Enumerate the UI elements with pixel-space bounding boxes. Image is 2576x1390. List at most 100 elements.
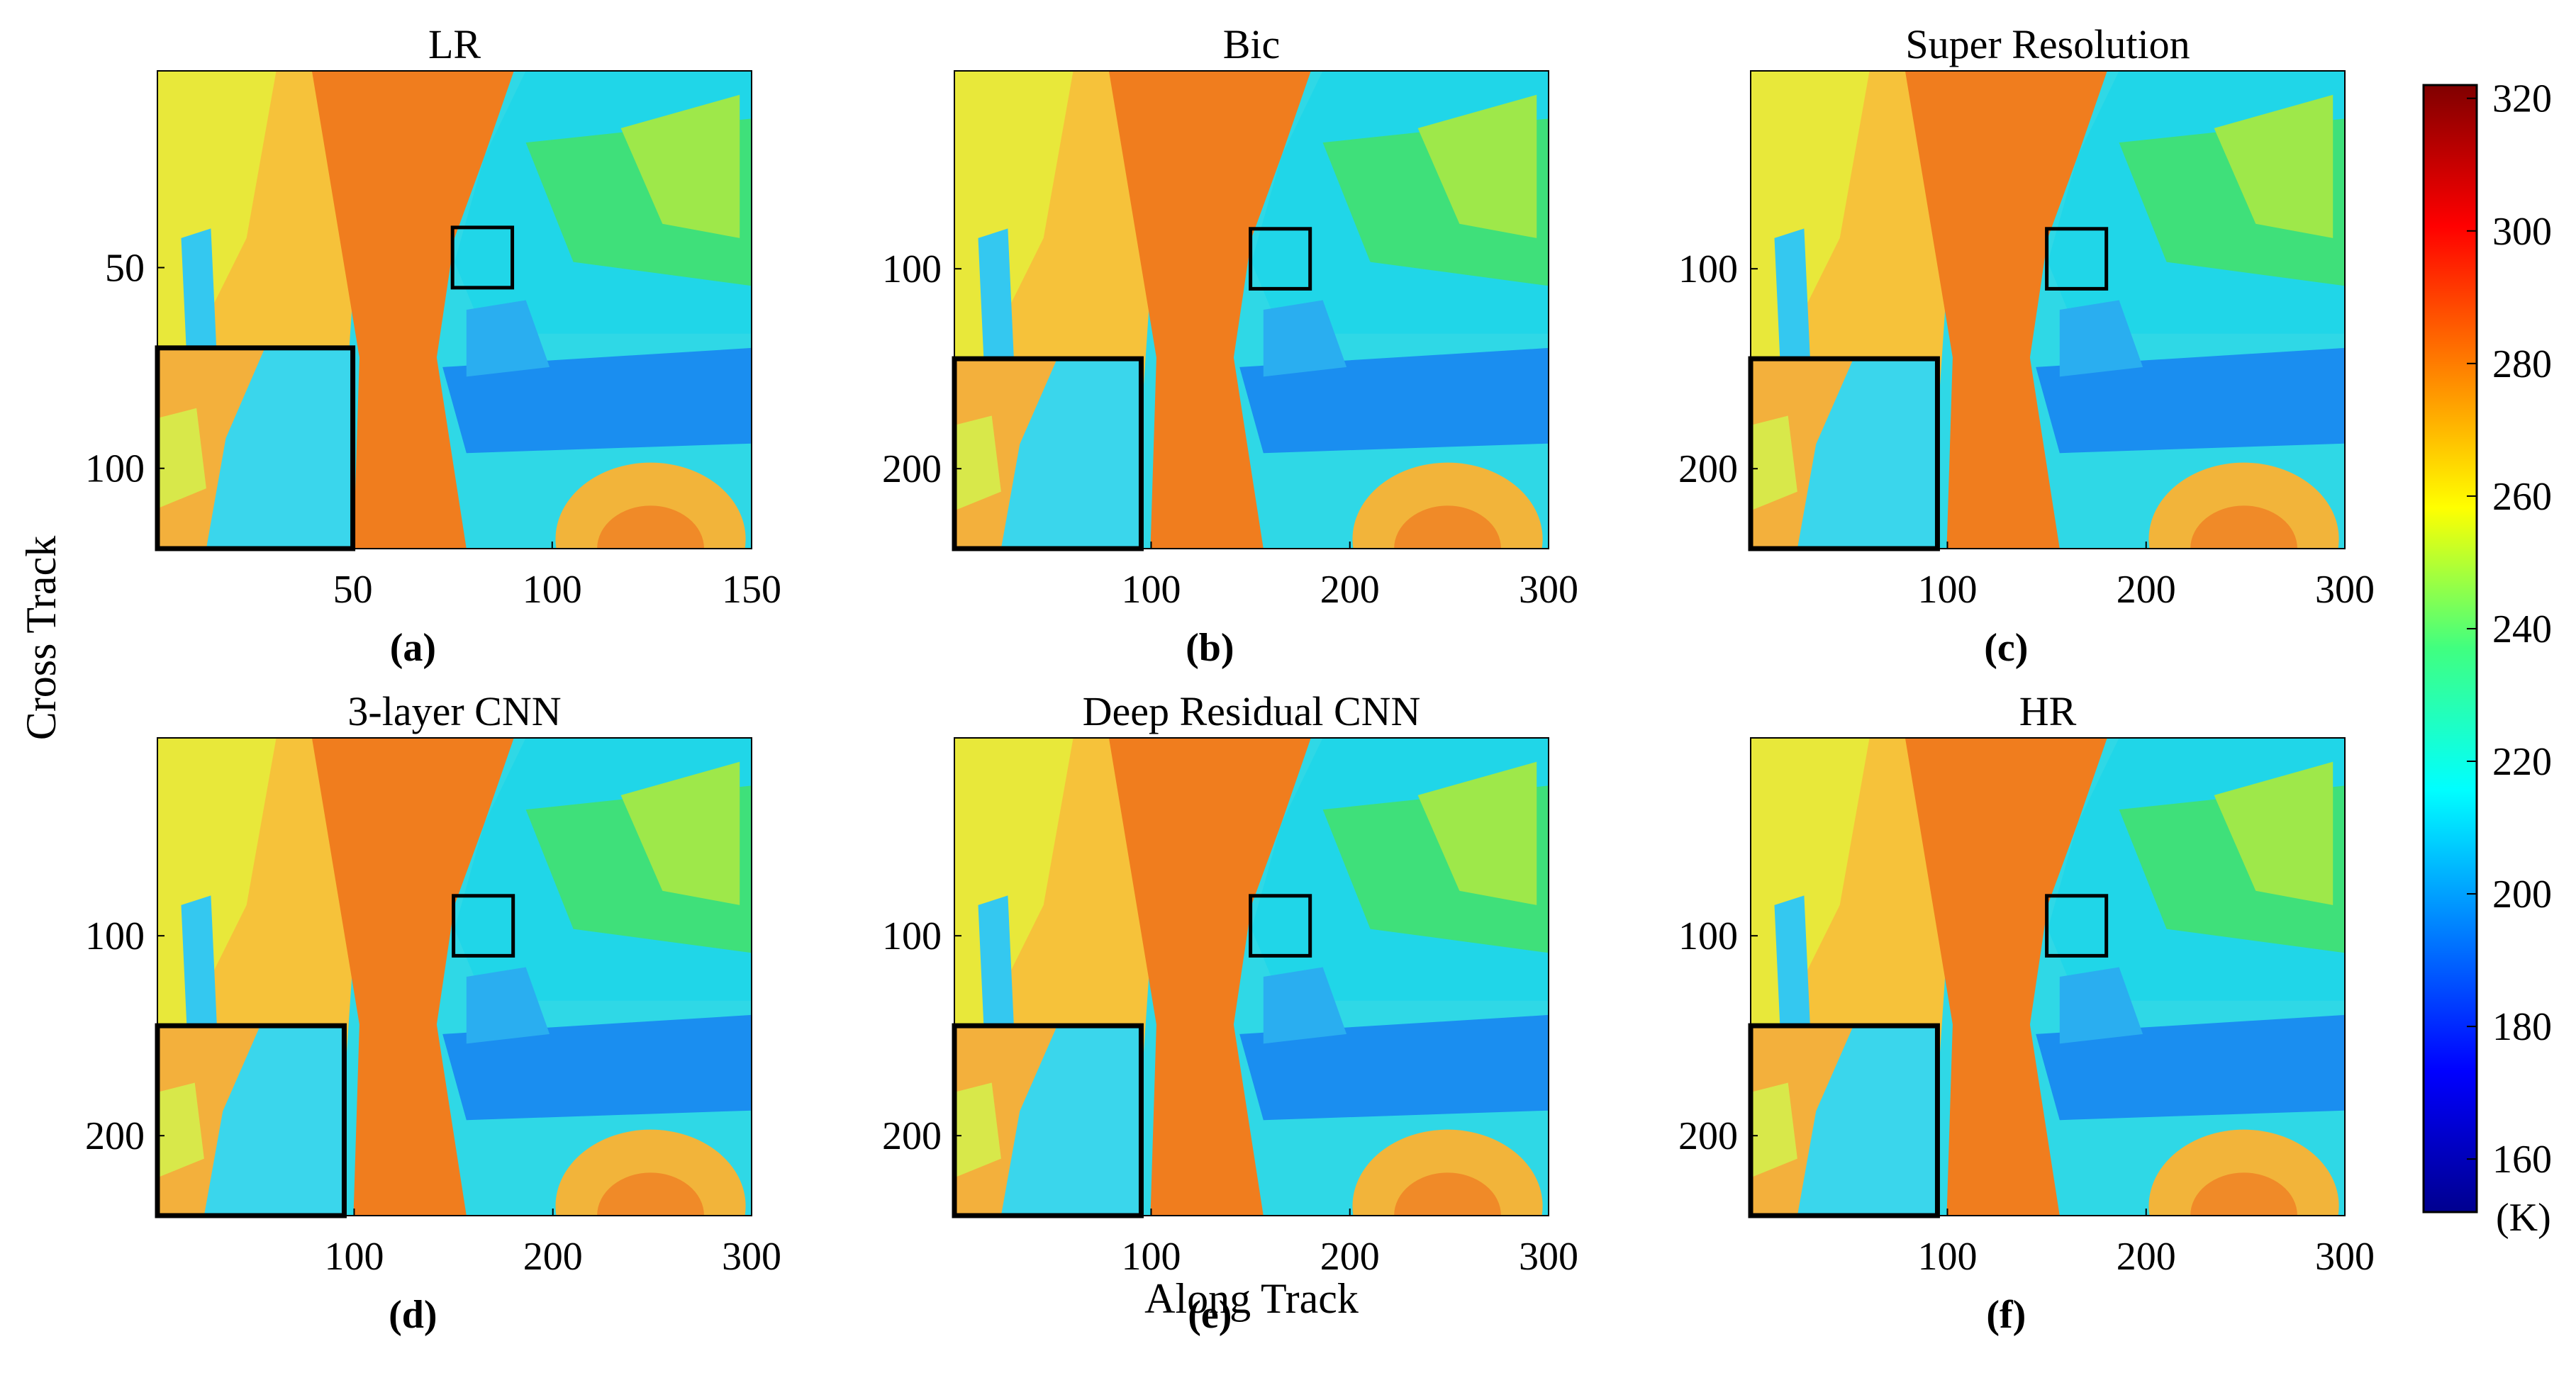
- orange-band: [1108, 71, 1311, 549]
- y-tick-label: 100: [1678, 247, 1738, 291]
- panel-title: Bic: [1223, 21, 1281, 67]
- panel-sublabel: (c): [1984, 626, 2028, 670]
- blue-band: [2036, 1014, 2345, 1121]
- lightgreen-patch: [620, 94, 740, 238]
- zoom-box: [450, 225, 515, 290]
- colorbar-gradient: [2422, 84, 2478, 1214]
- orange-band: [1108, 738, 1311, 1216]
- y-tick-label: 200: [1678, 447, 1738, 491]
- lightgreen-patch: [2214, 761, 2334, 905]
- colorbar-unit: (K): [2496, 1196, 2551, 1240]
- warm-blob-core: [597, 1172, 704, 1216]
- warm-blob-core: [597, 505, 704, 549]
- y-tick-label: 200: [85, 1114, 145, 1158]
- panel-e: Deep Residual CNN 100 200 300 100 200 (e): [882, 688, 1578, 1337]
- x-tick-label: 300: [1519, 568, 1578, 612]
- mid-blue-patch: [466, 300, 550, 377]
- x-tick-label: 300: [2315, 1235, 2375, 1279]
- colorbar-tick-label: 160: [2492, 1138, 2552, 1182]
- warm-blob-core: [2190, 1172, 2297, 1216]
- panel-b: Bic 100 200 300 100 200 (b): [882, 21, 1578, 670]
- panel-title: HR: [2019, 688, 2077, 734]
- axes-frame: [1750, 737, 2346, 1216]
- lightgreen-patch: [2214, 94, 2334, 238]
- zoom-box: [1249, 227, 1312, 291]
- zoom-inset: [155, 1023, 347, 1218]
- x-tick-label: 100: [523, 568, 582, 612]
- heatmap-panels: LR 50 100 150 50 100 (a) Bic 100 200 300 100 200 (b) S…: [85, 21, 2375, 1337]
- y-tick-label: 100: [85, 447, 145, 491]
- y-tick-label: 100: [882, 914, 942, 958]
- x-tick-label: 200: [1320, 1235, 1380, 1279]
- panel-sublabel: (b): [1186, 626, 1234, 670]
- mid-blue-patch: [466, 967, 550, 1044]
- x-tick-label: 100: [1121, 568, 1181, 612]
- x-tick-label: 150: [722, 568, 781, 612]
- blue-band: [1239, 347, 1549, 454]
- panel-title: LR: [428, 21, 481, 67]
- zoom-box: [2045, 894, 2109, 958]
- x-tick-label: 100: [1121, 1235, 1181, 1279]
- heatmap-image: [954, 71, 1549, 549]
- warm-blob-core: [1394, 505, 1501, 549]
- axes-frame: [954, 737, 1549, 1216]
- panel-f: HR 100 200 300 100 200 (f): [1678, 688, 2375, 1337]
- y-tick-label: 100: [1678, 914, 1738, 958]
- colorbar-tick-label: 200: [2492, 873, 2552, 917]
- zoom-box: [452, 894, 515, 958]
- x-tick-label: 200: [1320, 568, 1380, 612]
- zoom-box: [2045, 227, 2109, 291]
- lightgreen-patch: [1417, 761, 1537, 905]
- colorbar-tick-label: 260: [2492, 475, 2552, 519]
- left-cyan-streak: [1774, 895, 1810, 1034]
- axes-frame: [157, 70, 752, 549]
- zoom-box: [1249, 894, 1312, 958]
- x-tick-label: 300: [722, 1235, 781, 1279]
- orange-band: [311, 71, 514, 549]
- y-tick-label: 200: [882, 1114, 942, 1158]
- panel-title: Deep Residual CNN: [1083, 688, 1421, 734]
- mid-blue-patch: [2059, 967, 2143, 1044]
- y-tick-label: 100: [882, 247, 942, 291]
- blue-band: [442, 347, 752, 454]
- x-tick-label: 300: [2315, 568, 2375, 612]
- panel-title: Super Resolution: [1905, 21, 2190, 67]
- zoom-inset: [952, 1023, 1144, 1218]
- panel-title: 3-layer CNN: [347, 688, 561, 734]
- zoom-inset: [155, 345, 356, 551]
- x-tick-label: 200: [2117, 568, 2176, 612]
- lightgreen-patch: [620, 761, 740, 905]
- x-tick-label: 50: [333, 568, 373, 612]
- mid-blue-patch: [1263, 967, 1347, 1044]
- panel-sublabel: (e): [1188, 1293, 1232, 1337]
- x-tick-label: 100: [1917, 1235, 1977, 1279]
- lightgreen-patch: [1417, 94, 1537, 238]
- blue-band: [1239, 1014, 1549, 1121]
- orange-band: [1905, 71, 2107, 549]
- mid-blue-patch: [2059, 300, 2143, 377]
- blue-band: [2036, 347, 2345, 454]
- warm-blob-core: [2190, 505, 2297, 549]
- panel-sublabel: (a): [390, 626, 436, 670]
- colorbar-ticks: 160 180 200 220 240 260 280 300 320: [2467, 77, 2552, 1182]
- mid-blue-patch: [1263, 300, 1347, 377]
- panel-a: LR 50 100 150 50 100 (a): [85, 21, 781, 670]
- x-tick-label: 200: [523, 1235, 583, 1279]
- colorbar: 160 180 200 220 240 260 280 300 320 (K): [2422, 77, 2552, 1240]
- left-cyan-streak: [978, 895, 1014, 1034]
- y-axis-label: Cross Track: [18, 536, 65, 740]
- axes-frame: [157, 737, 752, 1216]
- left-cyan-streak: [181, 228, 217, 367]
- x-axis-label: Along Track: [1144, 1275, 1359, 1322]
- heatmap-image: [1751, 71, 2345, 549]
- zoom-inset: [1748, 356, 1940, 551]
- colorbar-tick-label: 300: [2492, 210, 2552, 254]
- y-tick-label: 200: [882, 447, 942, 491]
- panel-sublabel: (f): [1986, 1293, 2026, 1337]
- blue-band: [442, 1014, 752, 1121]
- zoom-inset: [1748, 1023, 1940, 1218]
- panel-c: Super Resolution 100 200 300 100 200 (c): [1678, 21, 2375, 670]
- colorbar-tick-label: 180: [2492, 1005, 2552, 1049]
- axes-frame: [954, 70, 1549, 549]
